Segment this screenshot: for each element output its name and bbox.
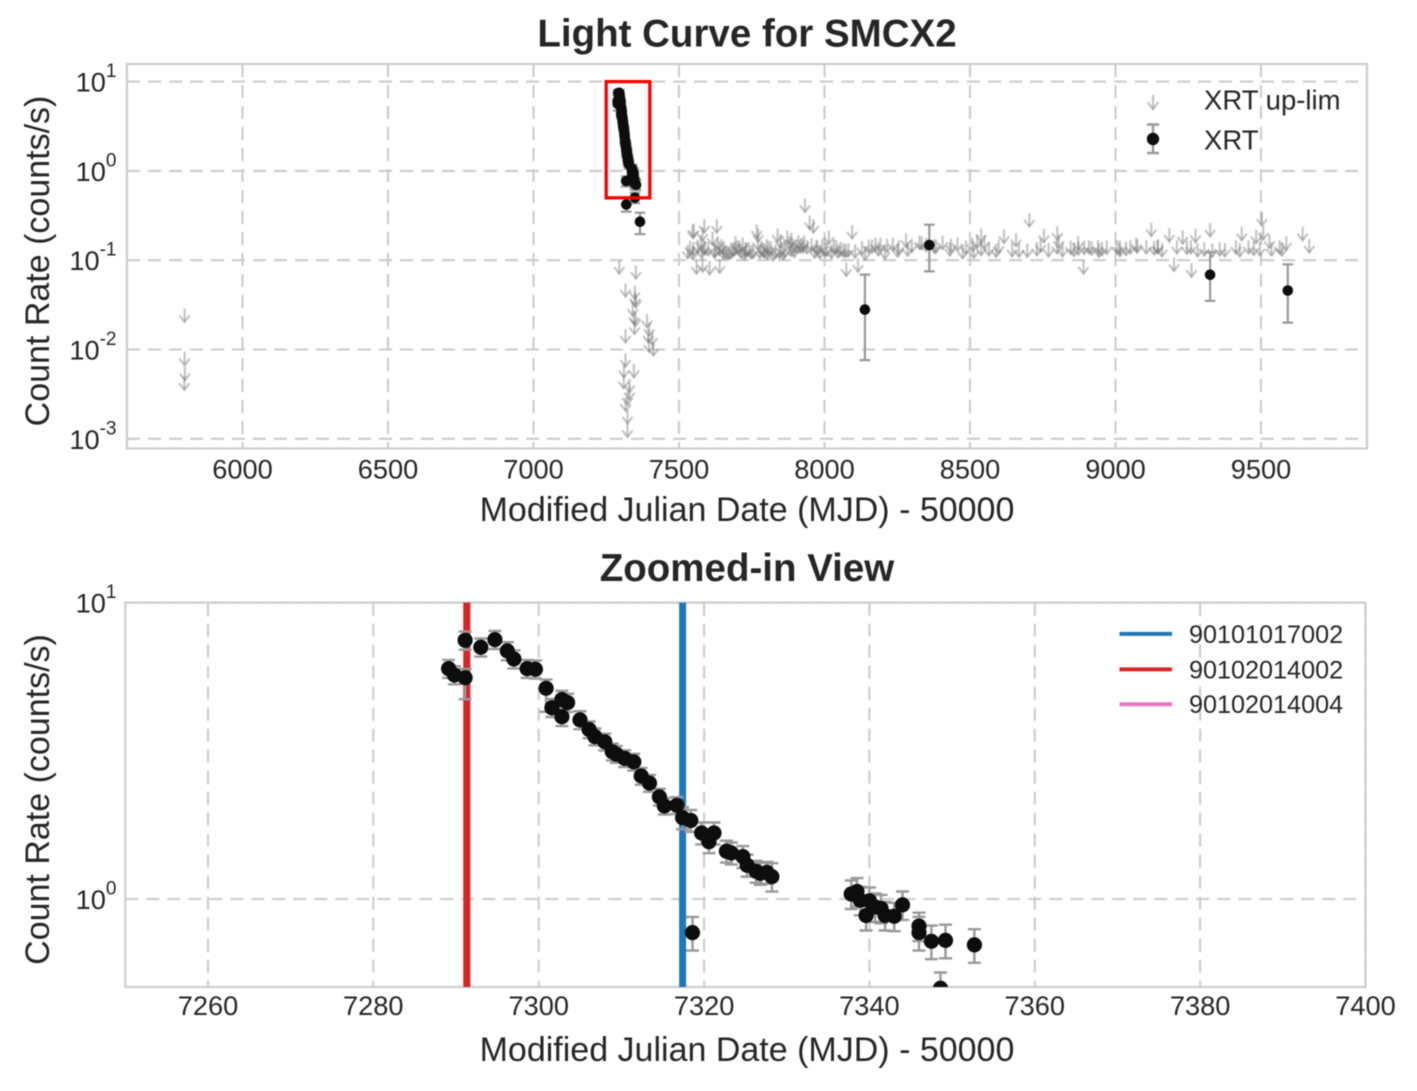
svg-text:XRT: XRT — [1204, 125, 1259, 156]
svg-text:Light Curve for SMCX2: Light Curve for SMCX2 — [537, 13, 956, 56]
svg-text:7300: 7300 — [508, 990, 568, 1021]
svg-text:Zoomed-in View: Zoomed-in View — [600, 547, 896, 590]
svg-text:7340: 7340 — [839, 990, 899, 1021]
svg-text:7500: 7500 — [649, 453, 709, 484]
svg-text:8500: 8500 — [940, 453, 1000, 484]
svg-text:6500: 6500 — [358, 453, 418, 484]
svg-text:7260: 7260 — [178, 990, 238, 1021]
svg-text:7360: 7360 — [1005, 990, 1065, 1021]
svg-text:90101017002: 90101017002 — [1189, 621, 1343, 649]
svg-text:7320: 7320 — [674, 990, 734, 1021]
svg-text:7000: 7000 — [503, 453, 563, 484]
svg-text:7380: 7380 — [1170, 990, 1230, 1021]
svg-text:90102014004: 90102014004 — [1189, 691, 1343, 719]
svg-text:9000: 9000 — [1085, 453, 1145, 484]
svg-text:Count Rate (counts/s): Count Rate (counts/s) — [19, 634, 57, 965]
svg-text:9500: 9500 — [1231, 453, 1291, 484]
svg-text:7280: 7280 — [343, 990, 403, 1021]
svg-text:Modified Julian Date (MJD) - 5: Modified Julian Date (MJD) - 50000 — [480, 1031, 1015, 1069]
svg-text:7400: 7400 — [1335, 990, 1395, 1021]
svg-text:XRT up-lim: XRT up-lim — [1204, 85, 1341, 116]
svg-text:Count Rate (counts/s): Count Rate (counts/s) — [19, 96, 57, 427]
svg-text:8000: 8000 — [794, 453, 854, 484]
svg-text:Modified Julian Date (MJD) - 5: Modified Julian Date (MJD) - 50000 — [480, 491, 1015, 529]
svg-text:90102014002: 90102014002 — [1189, 656, 1343, 684]
svg-text:6000: 6000 — [212, 453, 272, 484]
